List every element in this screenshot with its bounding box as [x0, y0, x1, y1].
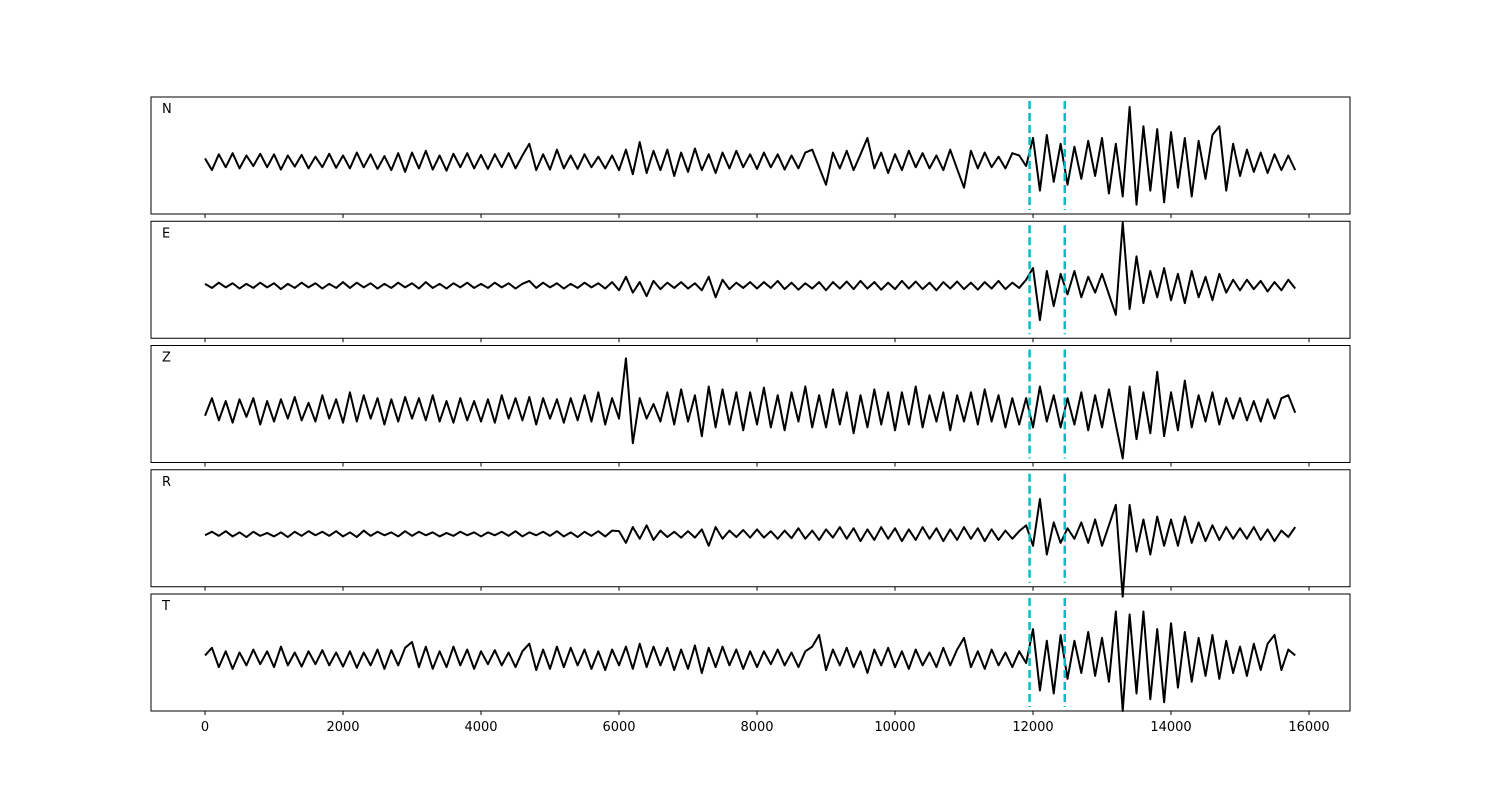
x-tick-label: 10000 [874, 720, 915, 735]
x-tick-label: 8000 [740, 720, 773, 735]
trace [204, 610, 1296, 712]
panel-frame [150, 345, 1351, 463]
x-tick-label: 12000 [1012, 720, 1053, 735]
x-tick-label: 0 [201, 720, 209, 735]
trace [204, 498, 1297, 598]
panel-label: Z [162, 351, 171, 366]
x-tick-label: 16000 [1288, 720, 1329, 735]
x-tick-label: 4000 [464, 720, 497, 735]
trace [204, 221, 1296, 322]
panel-label: R [162, 475, 171, 490]
panel-label: T [161, 599, 170, 614]
x-tick-label: 6000 [602, 720, 635, 735]
x-tick-label: 2000 [326, 720, 359, 735]
trace [204, 357, 1297, 460]
panel-frame [150, 96, 1351, 215]
trace [204, 105, 1297, 206]
panel-label: N [162, 102, 172, 117]
x-tick-label: 14000 [1150, 720, 1191, 735]
panel-frame [150, 220, 1351, 339]
panel-label: E [162, 226, 170, 241]
panel-frame [150, 593, 1351, 712]
panel-frame [150, 469, 1351, 588]
